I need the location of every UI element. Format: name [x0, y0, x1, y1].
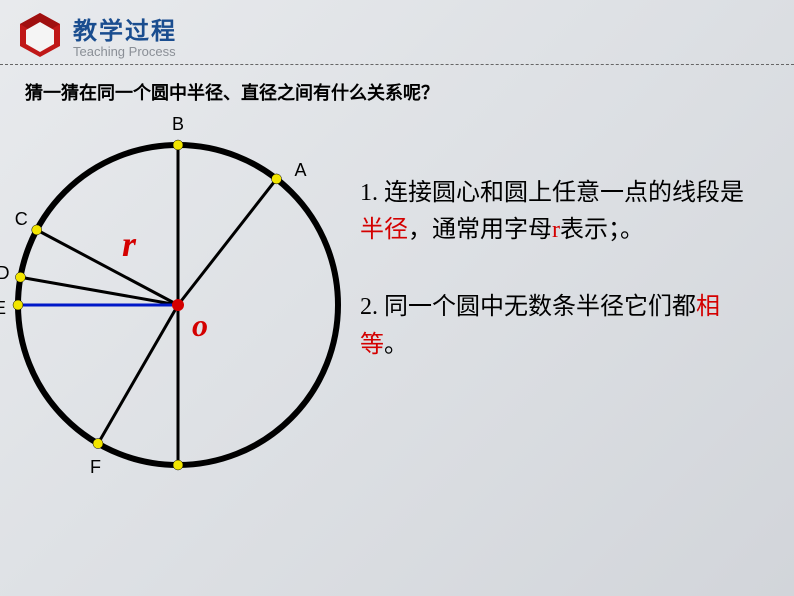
point-label-E: E [0, 298, 6, 319]
hexagon-logo-icon [15, 10, 65, 60]
o-label: o [192, 307, 208, 344]
p1-a: 1. 连接圆心和圆上任意一点的线段是 [360, 180, 744, 206]
r-label: r [122, 223, 136, 265]
paragraph-1: 1. 连接圆心和圆上任意一点的线段是半径，通常用字母r表示；。 [360, 175, 764, 249]
point-label-D: D [0, 263, 9, 284]
p1-red2: r [552, 217, 560, 243]
text-block: 1. 连接圆心和圆上任意一点的线段是半径，通常用字母r表示；。 2. 同一个圆中… [360, 115, 794, 555]
question-text: 猜一猜在同一个圆中半径、直径之间有什么关系呢？ [25, 79, 794, 105]
header: 教学过程 Teaching Process [0, 0, 794, 60]
circle-svg [0, 115, 360, 555]
title-en: Teaching Process [73, 44, 177, 59]
point-label-B: B [172, 114, 184, 135]
point-label-F: F [90, 457, 101, 478]
divider [0, 64, 794, 65]
title-block: 教学过程 Teaching Process [73, 11, 177, 59]
point-label-A: A [295, 160, 307, 181]
paragraph-2: 2. 同一个圆中无数条半径它们都相等。 [360, 289, 764, 363]
p1-c: 表示；。 [560, 217, 644, 243]
circle-diagram: r o A B C DE F [0, 115, 360, 555]
p2-b: 。 [384, 332, 408, 358]
content: r o ABCDEF 1. 连接圆心和圆上任意一点的线段是半径，通常用字母r表示… [0, 115, 794, 555]
p2-a: 2. 同一个圆中无数条半径它们都 [360, 294, 696, 320]
point-label-C: C [15, 209, 28, 230]
p1-b: ，通常用字母 [408, 217, 552, 243]
title-cn: 教学过程 [73, 11, 177, 46]
p1-red1: 半径 [360, 217, 408, 243]
